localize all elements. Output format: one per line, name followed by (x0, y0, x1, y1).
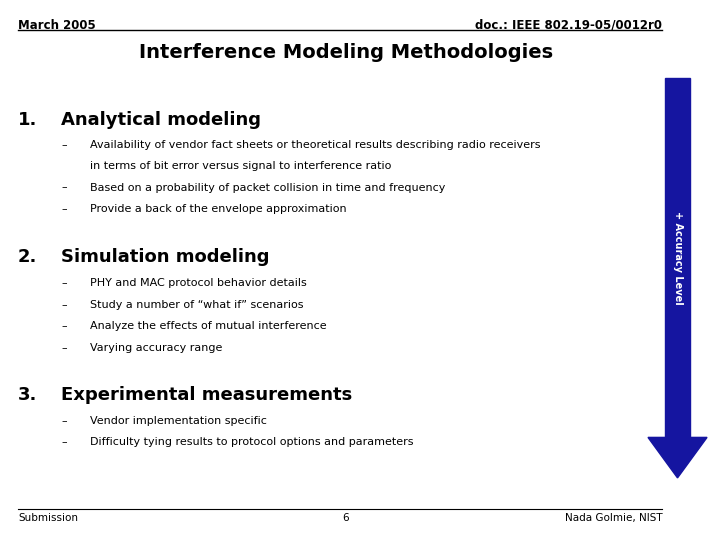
Text: 6: 6 (342, 513, 349, 523)
Text: Availability of vendor fact sheets or theoretical results describing radio recei: Availability of vendor fact sheets or th… (90, 140, 541, 151)
Text: 3.: 3. (18, 386, 37, 404)
Text: –: – (61, 437, 67, 448)
Polygon shape (648, 437, 707, 478)
Text: 1.: 1. (18, 111, 37, 129)
Text: –: – (61, 343, 67, 353)
Text: Submission: Submission (18, 513, 78, 523)
Text: –: – (61, 140, 67, 151)
Text: –: – (61, 183, 67, 193)
Text: –: – (61, 278, 67, 288)
Text: in terms of bit error versus signal to interference ratio: in terms of bit error versus signal to i… (90, 161, 392, 171)
Text: doc.: IEEE 802.19-05/0012r0: doc.: IEEE 802.19-05/0012r0 (475, 19, 662, 32)
Text: Simulation modeling: Simulation modeling (61, 248, 270, 266)
Text: March 2005: March 2005 (18, 19, 96, 32)
Text: –: – (61, 204, 67, 214)
Text: Based on a probability of packet collision in time and frequency: Based on a probability of packet collisi… (90, 183, 446, 193)
Text: Provide a back of the envelope approximation: Provide a back of the envelope approxima… (90, 204, 346, 214)
Text: PHY and MAC protocol behavior details: PHY and MAC protocol behavior details (90, 278, 307, 288)
Bar (665, 78, 690, 437)
Text: –: – (61, 300, 67, 310)
Text: Interference Modeling Methodologies: Interference Modeling Methodologies (138, 43, 553, 62)
Text: –: – (61, 416, 67, 426)
Text: –: – (61, 321, 67, 332)
Text: Varying accuracy range: Varying accuracy range (90, 343, 222, 353)
Text: Difficulty tying results to protocol options and parameters: Difficulty tying results to protocol opt… (90, 437, 413, 448)
Text: + Accuracy Level: + Accuracy Level (672, 211, 683, 305)
Text: Vendor implementation specific: Vendor implementation specific (90, 416, 267, 426)
Text: Study a number of “what if” scenarios: Study a number of “what if” scenarios (90, 300, 304, 310)
Text: Experimental measurements: Experimental measurements (61, 386, 353, 404)
Text: Nada Golmie, NIST: Nada Golmie, NIST (564, 513, 662, 523)
Text: Analyze the effects of mutual interference: Analyze the effects of mutual interferen… (90, 321, 327, 332)
Text: 2.: 2. (18, 248, 37, 266)
Text: Analytical modeling: Analytical modeling (61, 111, 261, 129)
